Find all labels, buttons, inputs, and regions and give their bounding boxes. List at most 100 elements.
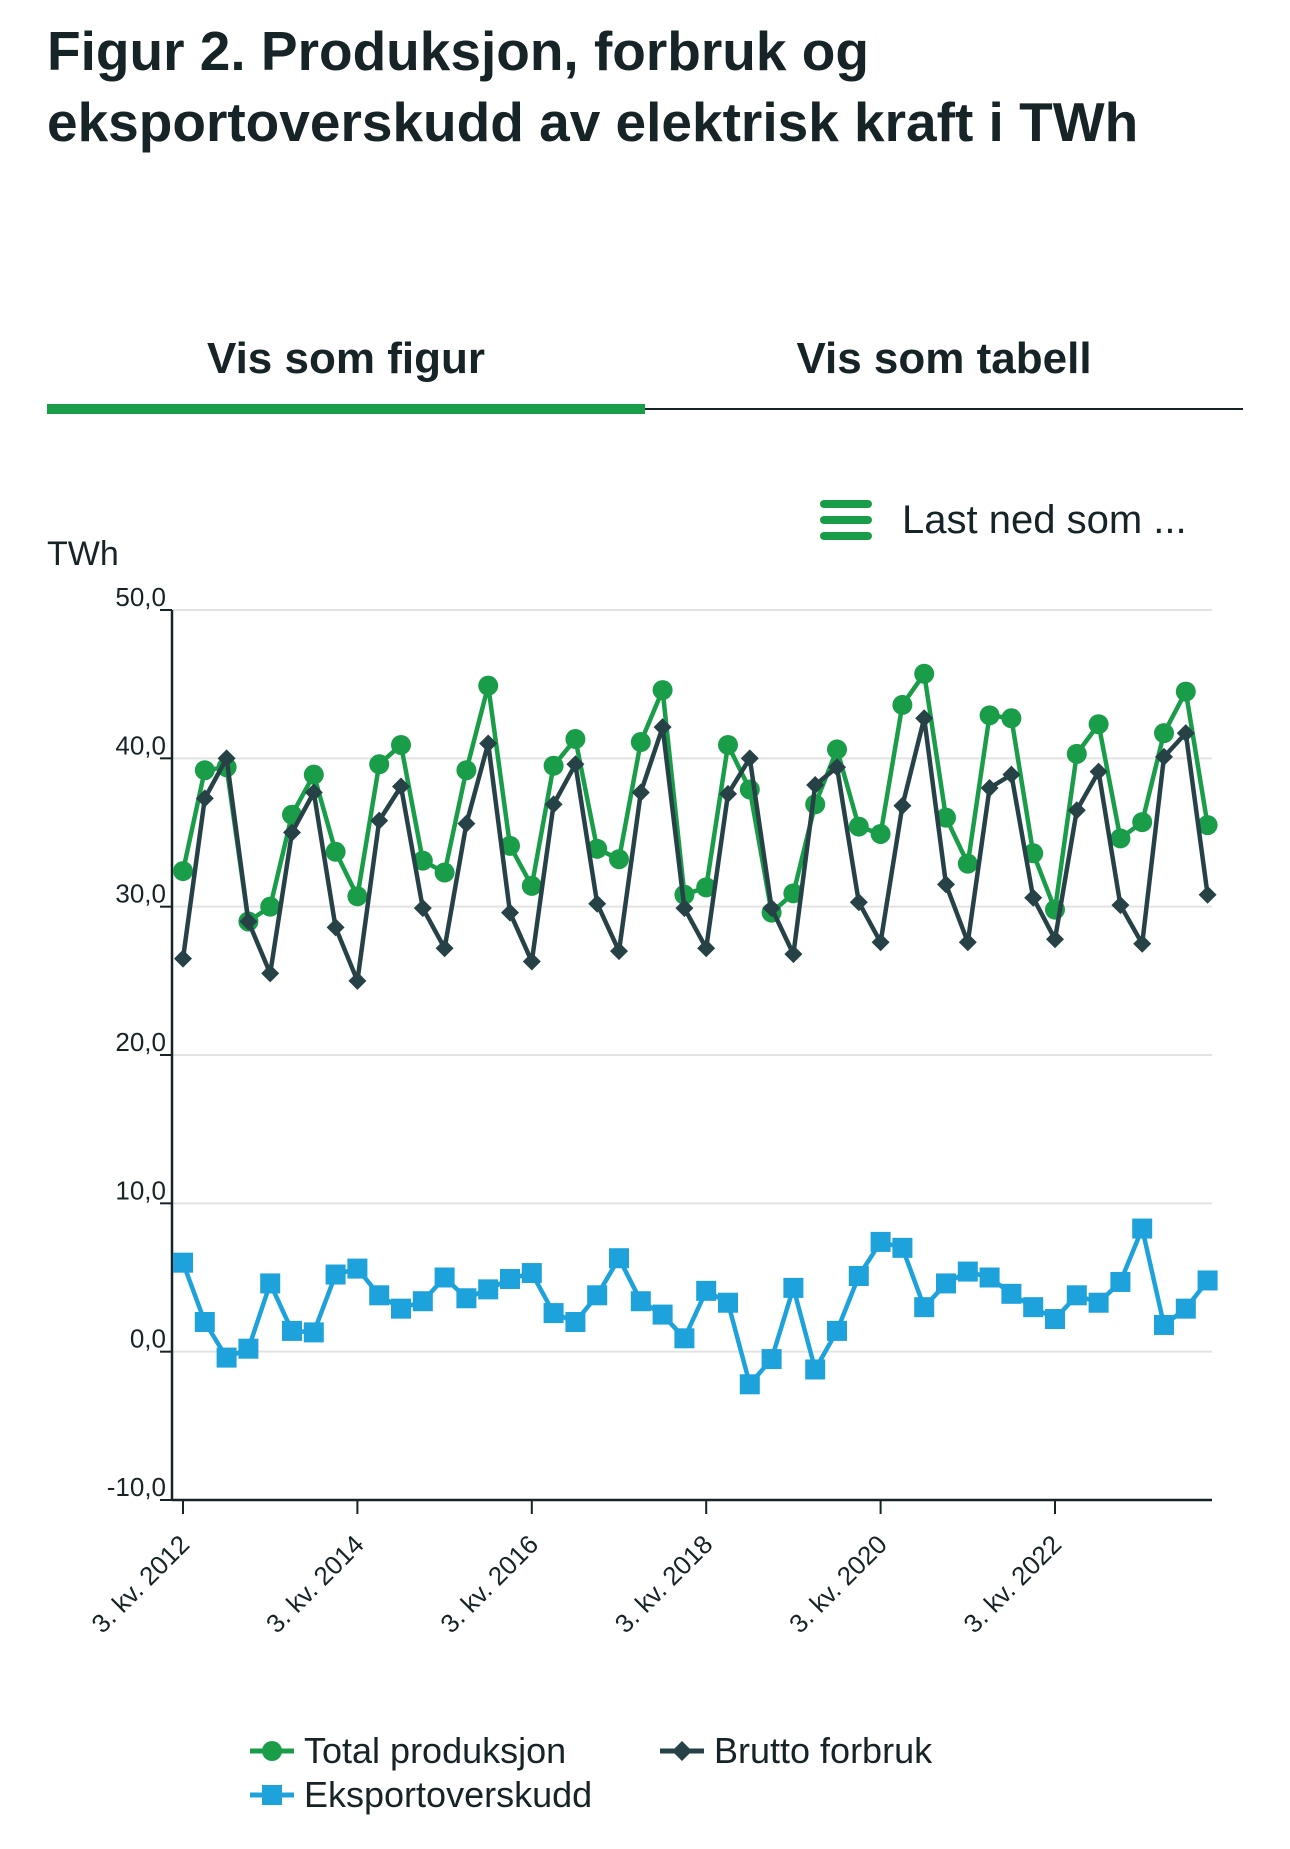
data-point[interactable]: [174, 949, 192, 968]
data-point[interactable]: [1197, 1270, 1218, 1291]
data-point[interactable]: [500, 1268, 520, 1289]
data-point[interactable]: [1089, 762, 1108, 781]
tab-vis-som-tabell[interactable]: Vis som tabell: [796, 334, 1092, 383]
data-point[interactable]: [806, 776, 825, 795]
data-point[interactable]: [217, 749, 236, 768]
data-point[interactable]: [588, 894, 607, 913]
data-point[interactable]: [1155, 747, 1173, 766]
data-point[interactable]: [543, 755, 564, 776]
data-point[interactable]: [238, 1338, 259, 1359]
data-point[interactable]: [1045, 1309, 1065, 1330]
data-point[interactable]: [718, 734, 738, 755]
data-point[interactable]: [957, 1261, 978, 1282]
data-point[interactable]: [1088, 714, 1109, 735]
data-point[interactable]: [521, 875, 542, 896]
data-point[interactable]: [521, 1263, 542, 1284]
data-point[interactable]: [565, 729, 586, 750]
data-point[interactable]: [173, 861, 193, 882]
data-point[interactable]: [1132, 1218, 1153, 1239]
data-point[interactable]: [1198, 885, 1217, 904]
data-point[interactable]: [434, 862, 455, 883]
data-point[interactable]: [1154, 1314, 1174, 1335]
data-point[interactable]: [958, 933, 977, 952]
data-point[interactable]: [849, 893, 868, 912]
data-point[interactable]: [892, 1237, 913, 1258]
data-point[interactable]: [848, 816, 869, 837]
legend-item-brutto-forbruk[interactable]: Brutto forbruk: [660, 1730, 932, 1772]
data-point[interactable]: [696, 1280, 717, 1301]
data-point[interactable]: [587, 1285, 608, 1306]
data-point[interactable]: [827, 1320, 847, 1341]
data-point[interactable]: [282, 1320, 302, 1341]
data-point[interactable]: [173, 1252, 193, 1273]
data-point[interactable]: [1002, 765, 1021, 784]
data-point[interactable]: [610, 942, 628, 961]
data-point[interactable]: [326, 918, 345, 937]
data-point[interactable]: [936, 807, 956, 828]
data-point[interactable]: [1132, 812, 1153, 833]
legend-item-total-produksjon[interactable]: Total produksjon: [250, 1730, 566, 1772]
data-point[interactable]: [675, 899, 694, 918]
data-point[interactable]: [325, 841, 346, 862]
data-point[interactable]: [369, 754, 390, 775]
data-point[interactable]: [1111, 896, 1130, 915]
data-point[interactable]: [870, 823, 891, 844]
data-point[interactable]: [194, 760, 215, 781]
data-point[interactable]: [1197, 815, 1218, 836]
data-point[interactable]: [325, 1264, 346, 1285]
data-point[interactable]: [805, 1359, 826, 1380]
data-point[interactable]: [783, 1277, 804, 1298]
data-point[interactable]: [478, 675, 499, 696]
data-point[interactable]: [827, 739, 847, 760]
data-point[interactable]: [478, 1279, 499, 1300]
data-point[interactable]: [893, 796, 912, 815]
data-point[interactable]: [260, 1273, 281, 1294]
data-point[interactable]: [412, 1291, 433, 1312]
data-point[interactable]: [347, 1258, 368, 1279]
data-point[interactable]: [1175, 681, 1196, 702]
data-point[interactable]: [848, 1266, 869, 1287]
data-point[interactable]: [871, 933, 890, 952]
data-point[interactable]: [413, 899, 432, 918]
data-point[interactable]: [937, 875, 955, 894]
data-point[interactable]: [696, 877, 717, 898]
data-point[interactable]: [412, 850, 433, 871]
data-point[interactable]: [719, 784, 737, 803]
data-point[interactable]: [544, 795, 563, 814]
data-point[interactable]: [740, 749, 759, 768]
data-point[interactable]: [936, 1273, 956, 1294]
data-point[interactable]: [1066, 743, 1087, 764]
data-point[interactable]: [391, 1298, 411, 1319]
data-point[interactable]: [979, 705, 1000, 726]
data-point[interactable]: [979, 1267, 1000, 1288]
data-point[interactable]: [283, 823, 301, 842]
data-point[interactable]: [828, 758, 846, 777]
data-point[interactable]: [260, 896, 281, 917]
data-point[interactable]: [761, 1349, 782, 1370]
data-point[interactable]: [194, 1312, 215, 1332]
data-point[interactable]: [522, 952, 541, 971]
data-point[interactable]: [957, 853, 978, 874]
data-point[interactable]: [566, 755, 585, 774]
data-point[interactable]: [261, 964, 280, 983]
data-point[interactable]: [609, 1248, 629, 1269]
data-point[interactable]: [392, 777, 410, 796]
data-point[interactable]: [915, 709, 934, 728]
data-point[interactable]: [304, 783, 323, 802]
data-point[interactable]: [348, 971, 367, 990]
data-point[interactable]: [739, 1374, 760, 1395]
data-point[interactable]: [652, 680, 673, 701]
data-point[interactable]: [303, 764, 324, 785]
data-point[interactable]: [1088, 1292, 1109, 1313]
data-point[interactable]: [1175, 1298, 1196, 1319]
data-point[interactable]: [565, 1312, 586, 1332]
tab-vis-som-figur[interactable]: Vis som figur: [207, 334, 485, 383]
data-point[interactable]: [697, 939, 716, 958]
data-point[interactable]: [674, 1328, 695, 1349]
data-point[interactable]: [195, 789, 214, 808]
data-point[interactable]: [1067, 801, 1086, 820]
data-point[interactable]: [980, 779, 999, 797]
data-point[interactable]: [479, 734, 498, 753]
data-point[interactable]: [1024, 888, 1043, 907]
data-point[interactable]: [630, 732, 651, 753]
